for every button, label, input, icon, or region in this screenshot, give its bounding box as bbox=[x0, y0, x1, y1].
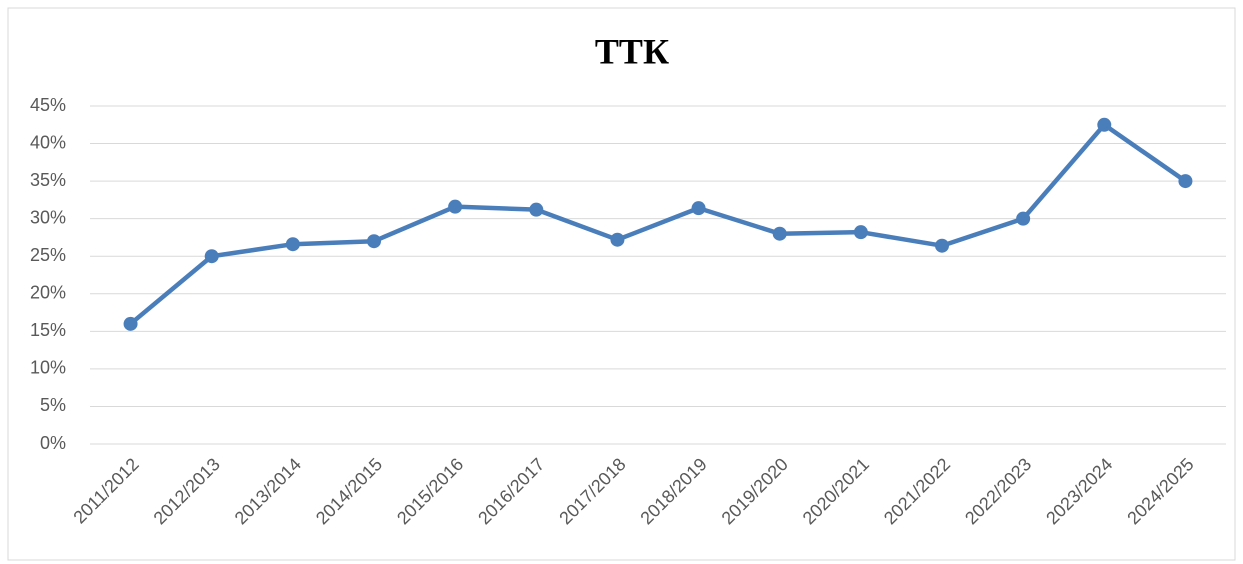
point bbox=[691, 201, 706, 216]
line bbox=[129, 122, 1187, 326]
point bbox=[204, 249, 219, 264]
point bbox=[529, 202, 544, 217]
point bbox=[1016, 211, 1031, 226]
y-tick-label: 10% bbox=[30, 358, 66, 378]
point bbox=[367, 234, 381, 249]
y-tick-label: 40% bbox=[30, 132, 66, 152]
chart-border bbox=[7, 7, 1236, 561]
point bbox=[1097, 117, 1112, 132]
y-tick-label: 45% bbox=[30, 95, 66, 115]
point bbox=[1178, 174, 1193, 189]
point bbox=[123, 316, 138, 331]
y-tick-label: 25% bbox=[30, 245, 66, 265]
y-tick-label: 5% bbox=[40, 395, 66, 415]
y-tick-label: 35% bbox=[30, 170, 66, 190]
point bbox=[772, 226, 787, 241]
point bbox=[853, 225, 868, 240]
y-tick-label: 0% bbox=[40, 433, 66, 453]
chart-title: ТТК bbox=[595, 31, 669, 71]
point bbox=[610, 232, 625, 247]
y-tick-label: 30% bbox=[30, 207, 66, 227]
point bbox=[285, 237, 300, 252]
y-tick-label: 15% bbox=[30, 320, 66, 340]
point bbox=[935, 238, 949, 253]
y-tick-label: 20% bbox=[30, 283, 66, 303]
point bbox=[448, 199, 463, 214]
